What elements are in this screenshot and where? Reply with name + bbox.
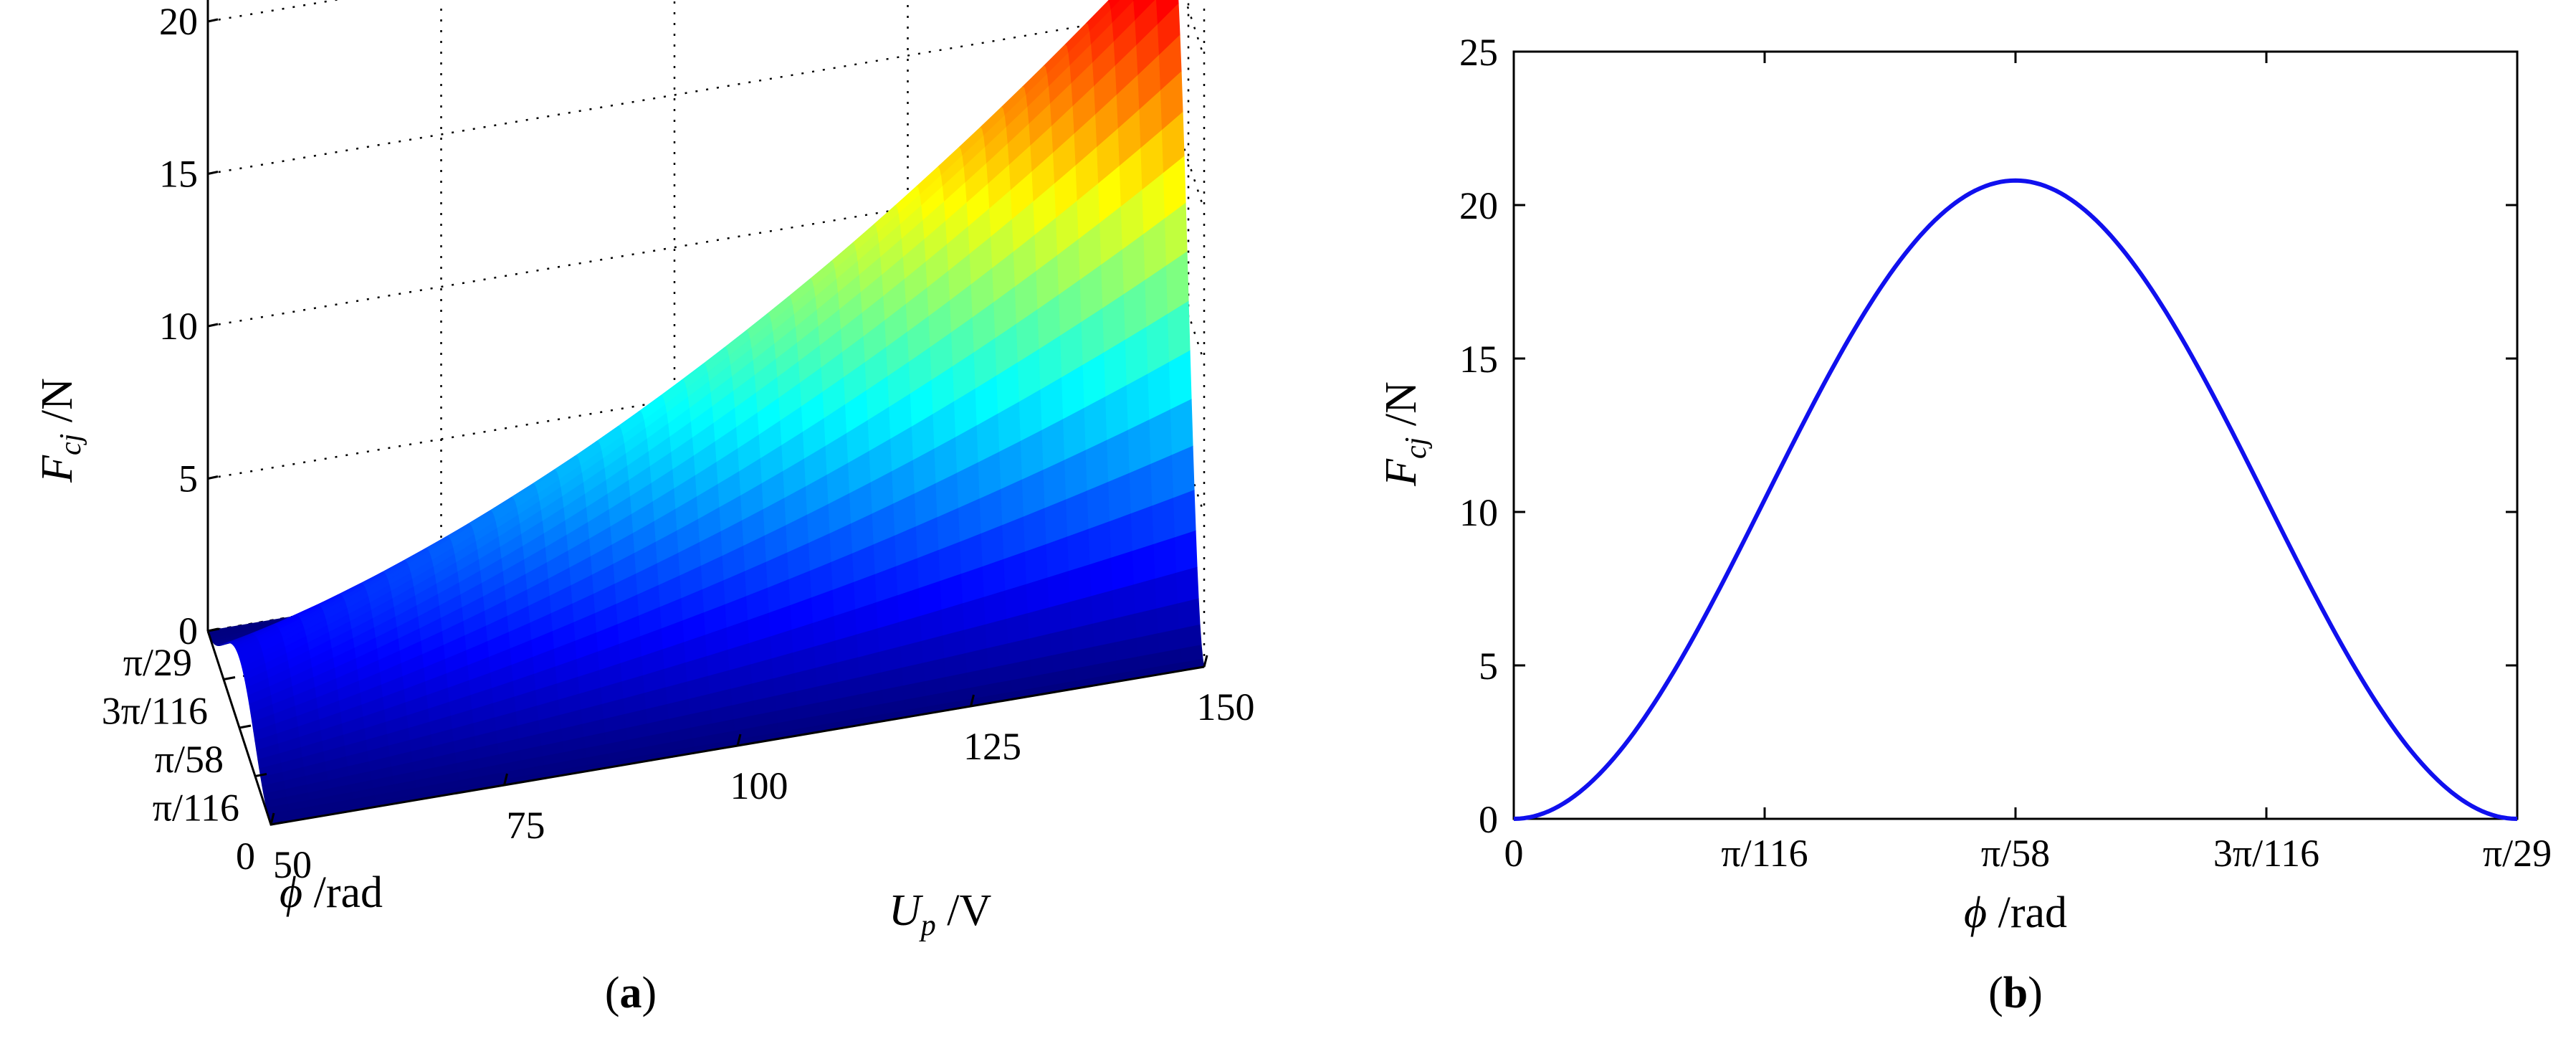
panel-a-z-axis-label: Fcj /N <box>33 378 87 483</box>
panel-a-z-tick-label: 15 <box>159 153 198 196</box>
panel-a-surface-patch <box>1130 505 1154 553</box>
panel-a-z-tick-label: 0 <box>178 609 198 652</box>
panel-a-surface-patch <box>1128 464 1153 515</box>
panel-a-surface-patch <box>1111 584 1135 620</box>
panel-b-y-tick-label: 0 <box>1479 798 1498 841</box>
panel-a-surface-patch <box>1153 537 1177 580</box>
panel-a-z-tick-label: 10 <box>159 305 198 348</box>
panel-a-surface-patch <box>1150 455 1174 507</box>
panel-a-surface-patch <box>1090 590 1115 625</box>
panel-a-surface-patch <box>1175 566 1199 605</box>
panel-a-phi-axis-label: ϕ /rad <box>280 868 383 917</box>
panel-b-x-tick-label: π/58 <box>1981 832 2050 875</box>
panel-a-up-tick-label: 125 <box>963 725 1021 768</box>
panel-a-up-tick-label: 50 <box>273 843 312 886</box>
panel-a-surface-patch <box>1112 613 1137 644</box>
panel-a-z-tick-label: 5 <box>178 457 198 500</box>
panel-a-surface-patch <box>1025 577 1049 614</box>
panel-a-surface-patch <box>1151 498 1175 546</box>
panel-a-up-tick-mark <box>970 694 975 707</box>
panel-b-y-tick-label: 10 <box>1459 491 1498 534</box>
panel-a-z-tick-mark <box>207 475 219 480</box>
panel-b-x-tick-label: π/29 <box>2483 832 2552 875</box>
panel-a-surface-patch <box>1176 598 1201 630</box>
panel-a-up-tick-label: 75 <box>507 804 545 847</box>
panel-a-surface-patch <box>1024 544 1048 586</box>
panel-a-surface-patch <box>1108 513 1132 559</box>
panel-b-plot-box <box>1512 50 2519 820</box>
panel-a-z-tick-label: 20 <box>159 0 198 43</box>
panel-a-phi-tick-mark <box>207 627 220 632</box>
panel-a-surface-patch <box>1048 602 1072 635</box>
panel-a-phi-tick-mark <box>270 821 283 826</box>
panel-a-z-tick-mark <box>207 323 219 328</box>
panel-a-surface-patch <box>1173 530 1198 574</box>
panel-b-x-axis-label: ϕ /rad <box>1964 888 2067 937</box>
panel-a-z-tick-mark <box>207 171 219 175</box>
panel-a-surface <box>207 0 1205 825</box>
panel-b-caption-letter: b <box>2003 969 2028 1017</box>
panel-a-surface-patch <box>1092 618 1116 648</box>
panel-a-surface-patch <box>1045 536 1069 579</box>
panel-a-surface-patch <box>1087 521 1112 566</box>
panel-a-surface-patch <box>1089 557 1113 597</box>
panel-b-caption: (b) <box>1988 969 2043 1017</box>
panel-a-up-ticks: 50 75 100 125 150 <box>269 655 1255 886</box>
panel-a-phi-tick-mark <box>239 724 252 729</box>
panel-a-surface-patch <box>1004 584 1028 620</box>
panel-a-caption: (a) <box>605 969 657 1017</box>
panel-a-surface-patch <box>1026 607 1051 640</box>
panel-a-surface-patch <box>1107 473 1131 523</box>
panel-a-up-tick-mark <box>503 773 508 786</box>
panel-b-line-chart: 0 5 10 15 20 25 0 π/116 π/58 3π/116 π/29 Fcj /N ϕ… <box>1377 31 2552 1017</box>
panel-b-y-tick-label: 20 <box>1459 184 1498 227</box>
panel-a-phi-tick-mark <box>254 773 267 777</box>
panel-b-y-tick-label: 5 <box>1479 645 1498 688</box>
panel-a-surface-patch <box>1064 490 1089 538</box>
panel-a-surface-patch <box>1154 572 1178 610</box>
panel-a-surface-patch <box>1172 490 1196 539</box>
panel-a-surface-patch <box>1134 608 1158 639</box>
panel-a-up-tick-mark <box>736 734 742 746</box>
panel-a-surface-patch <box>1132 579 1157 615</box>
panel-b-y-axis-label: Fcj /N <box>1377 381 1433 487</box>
panel-a-phi-tick-label: π/58 <box>155 738 224 781</box>
panel-b-series-line <box>1513 178 2518 821</box>
panel-a-surface-patch <box>1086 482 1110 531</box>
panel-b-x-tick-label: 0 <box>1504 832 1524 875</box>
panel-b-y-tick-label: 25 <box>1459 31 1498 74</box>
panel-a-phi-tick-mark <box>223 676 236 680</box>
panel-a-surface-patch <box>1046 571 1071 609</box>
panel-a-grid-z-line <box>207 0 1206 58</box>
panel-a-phi-tick-label: π/116 <box>153 787 239 830</box>
panel-a-surface-patch <box>1131 544 1155 586</box>
panel-a-z-tick-mark <box>207 18 219 23</box>
panel-a-surface-patch <box>1170 445 1195 499</box>
panel-a-surface-patch <box>1155 603 1180 635</box>
panel-a-caption-letter: a <box>620 969 642 1017</box>
panel-a-up-tick-mark <box>1203 655 1208 668</box>
panel-a-surface-patch <box>1066 528 1090 572</box>
panel-a-up-tick-label: 150 <box>1197 685 1255 728</box>
panel-a-phi-ticks: 0 π/116 π/58 3π/116 π/29 <box>102 627 283 878</box>
panel-a-phi-tick-label: π/29 <box>123 641 192 684</box>
panel-a-surface-patch <box>1006 613 1029 645</box>
panel-b-x-ticks: 0 π/116 π/58 3π/116 π/29 <box>1504 52 2552 875</box>
panel-a-up-tick-mark <box>269 812 275 825</box>
panel-a-up-tick-label: 100 <box>730 764 788 807</box>
panel-a-surface-patch <box>1110 551 1134 592</box>
panel-a-phi-tick-label: 3π/116 <box>102 690 208 733</box>
panel-a-surface-patch <box>1069 596 1093 630</box>
panel-a-surface-patch <box>1067 564 1092 603</box>
panel-a-up-axis-label: Up /V <box>889 886 992 942</box>
panel-b-y-tick-label: 15 <box>1459 338 1498 381</box>
panel-b-x-tick-label: 3π/116 <box>2213 832 2319 875</box>
panel-a-surface-patch <box>1169 399 1193 457</box>
panel-b-x-tick-label: π/116 <box>1721 832 1808 875</box>
panel-a-phi-tick-label: 0 <box>236 835 255 878</box>
panel-b-y-ticks: 0 5 10 15 20 25 <box>1459 31 2517 841</box>
